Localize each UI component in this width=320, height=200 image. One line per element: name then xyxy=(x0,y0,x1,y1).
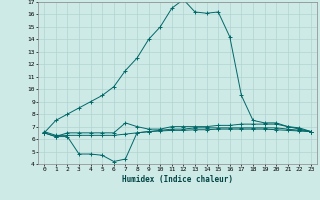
X-axis label: Humidex (Indice chaleur): Humidex (Indice chaleur) xyxy=(122,175,233,184)
